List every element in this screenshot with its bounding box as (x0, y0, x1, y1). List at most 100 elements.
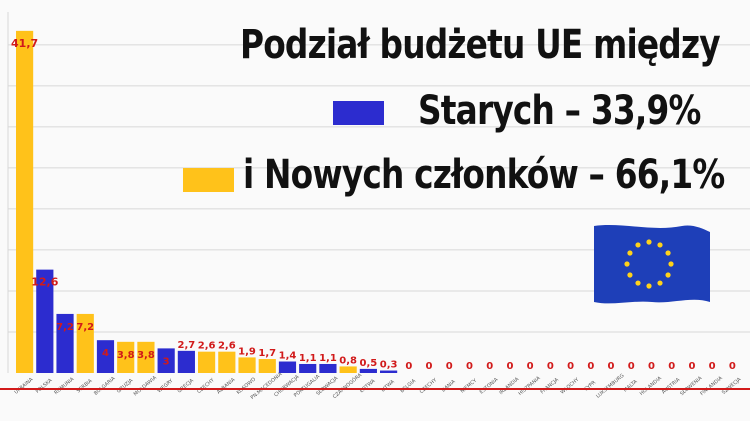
flag-cloth (594, 225, 710, 304)
value-label: 0 (527, 361, 534, 372)
bar (258, 359, 276, 373)
value-label: 2,7 (178, 340, 196, 351)
value-label: 0,3 (380, 360, 398, 371)
chart-title-line1: Podział budżetu UE między (240, 22, 721, 68)
bar (36, 269, 54, 373)
value-label: 41,7 (11, 37, 38, 50)
value-label: 0 (587, 361, 594, 372)
category-label: LUKSEMBURG (595, 373, 625, 400)
flag-star (665, 250, 671, 256)
category-label: ALBANIA (216, 377, 237, 396)
category-label: SERBIA (76, 378, 94, 395)
legend-label-new: i Nowych członków – 66,1% (243, 152, 725, 198)
value-label: 2,6 (218, 341, 236, 352)
category-label: HOLANDIA (639, 375, 664, 397)
value-label: 0 (567, 361, 574, 372)
value-label: 0 (466, 361, 473, 372)
category-label: FRANCJA (540, 377, 561, 396)
category-label: RUMUNIA (53, 376, 75, 396)
flag-star (635, 280, 641, 286)
bar (380, 370, 398, 373)
value-label: 0 (648, 361, 655, 372)
flag-star (624, 261, 630, 267)
bar (218, 351, 236, 373)
legend-swatch-new (183, 168, 234, 192)
category-label: ŁOTWA (358, 378, 377, 395)
category-label: BELGIA (399, 378, 417, 395)
flag-star (627, 250, 633, 256)
bar (96, 340, 115, 373)
legend-label-old: Starych – 33,9% (418, 88, 701, 134)
category-label: GRECJA (177, 378, 196, 395)
bar (177, 350, 195, 373)
category-label: UKRAINA (13, 376, 34, 395)
category-label: BUŁGARIA (93, 375, 117, 396)
category-label: ESTONIA (479, 377, 500, 396)
value-label: 1,1 (299, 353, 317, 364)
category-label: POLSKA (35, 377, 54, 395)
bar (157, 348, 175, 373)
value-label: 0 (688, 361, 695, 372)
category-label: CZECHY (419, 377, 439, 395)
flag-star (657, 280, 663, 286)
value-label: 7,2 (76, 322, 94, 333)
bar (198, 351, 216, 373)
bar (299, 363, 317, 373)
value-label: 0 (506, 361, 513, 372)
value-label: 0 (547, 361, 554, 372)
value-label: 0 (668, 361, 675, 372)
value-label: 0 (709, 361, 716, 372)
category-label: MOŁDAWIA (133, 375, 159, 398)
value-label: 1,4 (279, 351, 297, 362)
value-label: 0 (729, 361, 736, 372)
value-label: 0 (628, 361, 635, 372)
value-label: 7,2 (56, 322, 74, 333)
flag-star (665, 272, 671, 278)
value-label: 1,9 (238, 346, 256, 357)
flag-star (635, 242, 641, 248)
category-label: MALTA (623, 378, 639, 393)
flag-star (646, 283, 652, 289)
category-label: NIEMCY (460, 377, 479, 395)
bar (238, 357, 256, 373)
bar (339, 366, 357, 373)
category-label: GRUZJA (116, 377, 135, 394)
bar (56, 313, 74, 373)
bar (76, 313, 94, 373)
category-label: CZECHY (196, 377, 216, 395)
value-label: 1,1 (319, 353, 337, 364)
bar (117, 341, 135, 373)
value-label: 0 (426, 361, 433, 372)
value-label: 4 (102, 348, 109, 359)
bar (16, 30, 34, 374)
bar (359, 368, 377, 373)
value-label: 3,8 (117, 350, 135, 361)
value-label: 0,8 (339, 355, 357, 366)
legend-swatch-old (333, 101, 384, 125)
category-label: LITWA (380, 379, 396, 394)
category-label: WŁOCHY (560, 376, 581, 395)
value-label: 2,6 (198, 341, 216, 352)
bar (278, 361, 297, 373)
value-label: 0 (446, 361, 453, 372)
flag-star (657, 242, 663, 248)
value-label: 3 (163, 356, 170, 367)
category-label: CZARNOGÓRA (331, 371, 364, 400)
eu-flag-icon (594, 225, 710, 304)
category-label: DANIA (441, 378, 457, 393)
category-label: FINLANDIA (699, 375, 724, 397)
value-label: 0 (486, 361, 493, 372)
value-label: 0 (608, 361, 615, 372)
category-label: CYPR (583, 379, 597, 392)
bar (319, 363, 337, 373)
category-label: SZWECJA (721, 376, 743, 396)
flag-star (646, 239, 652, 245)
value-label: 0,5 (360, 358, 378, 369)
value-label: 12,6 (31, 276, 58, 289)
value-label: 1,7 (258, 348, 276, 359)
category-label: WĘGRY (157, 377, 176, 394)
category-label: HISZPANIA (517, 375, 542, 397)
value-label: 0 (405, 361, 412, 372)
